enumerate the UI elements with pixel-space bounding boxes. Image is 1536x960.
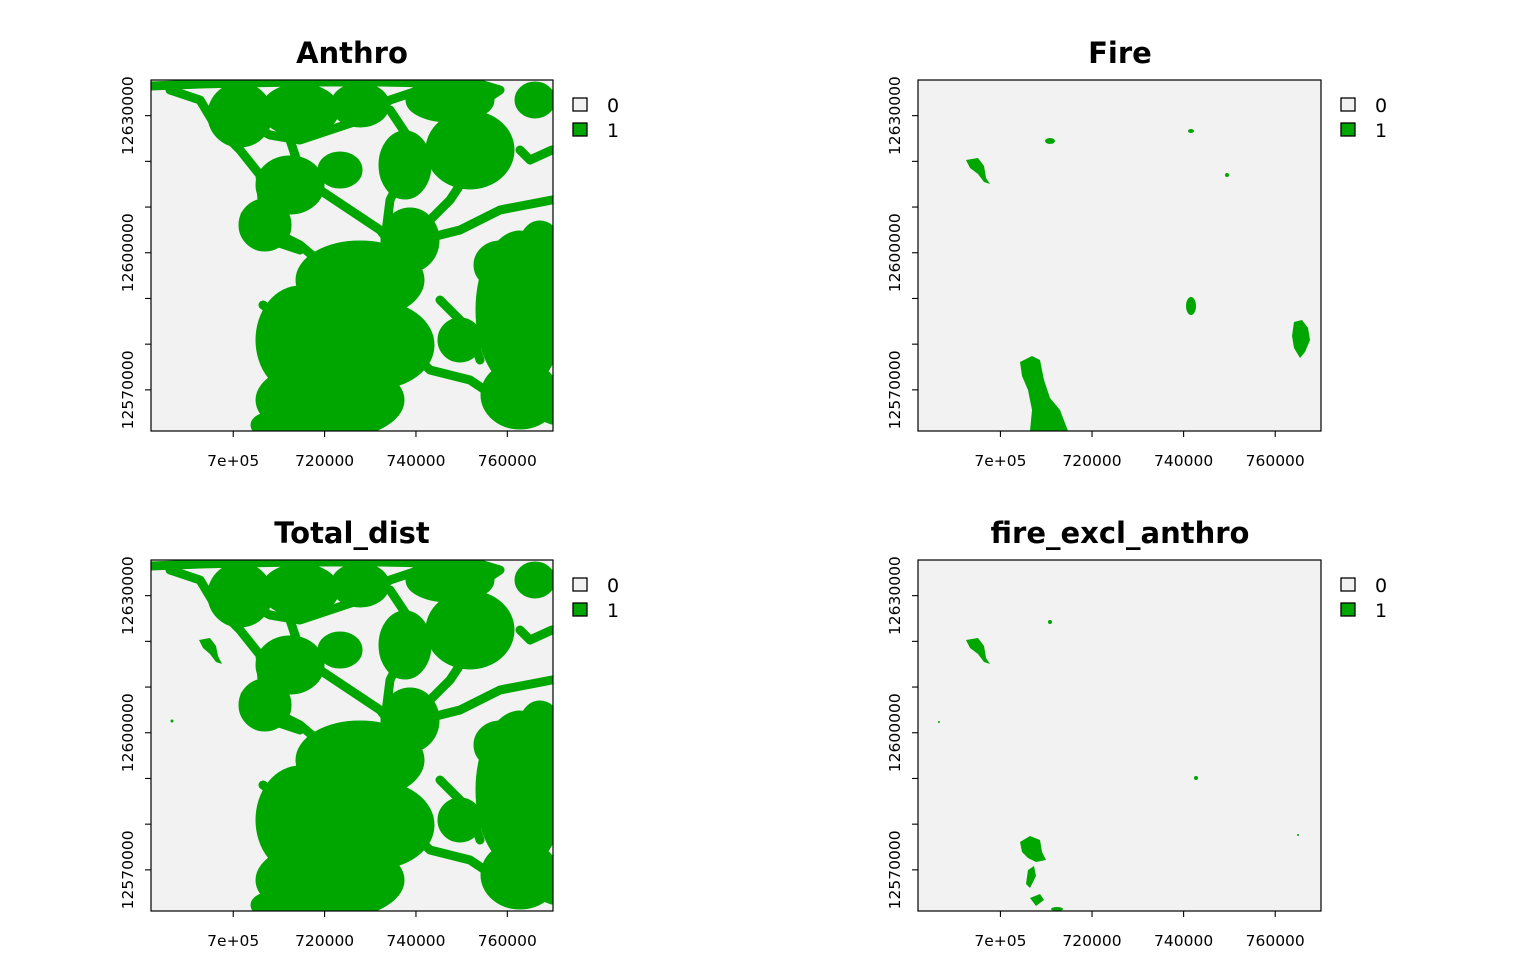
disturbance-layer <box>151 80 553 431</box>
panel-fire-excl-anthro: fire_excl_anthro 7e+05 720000 740000 760000… <box>886 516 1387 950</box>
x-tick-label: 720000 <box>1062 452 1121 470</box>
plot-frame <box>917 559 1322 912</box>
legend-label: 1 <box>607 600 619 622</box>
x-axis: 7e+05 720000 740000 760000 <box>974 431 1305 470</box>
plot-frame <box>150 559 554 912</box>
legend-swatch <box>1340 602 1356 617</box>
y-axis: 12570000 12600000 12630000 <box>119 76 151 429</box>
panel-anthro: Anthro <box>119 36 619 470</box>
legend-label: 1 <box>1375 600 1387 622</box>
legend-label: 1 <box>1375 120 1387 142</box>
x-tick-label: 760000 <box>478 452 537 470</box>
raster-background <box>918 80 1321 431</box>
disturbance-layer <box>151 560 553 911</box>
y-tick-label: 12630000 <box>886 76 904 155</box>
y-tick-label: 12570000 <box>886 830 904 909</box>
x-axis: 7e+05 720000 740000 760000 <box>207 911 537 950</box>
x-tick-label: 720000 <box>1062 932 1121 950</box>
x-tick-label: 720000 <box>295 932 354 950</box>
legend-swatch <box>572 97 588 112</box>
legend: 0 1 <box>572 575 619 622</box>
legend-swatch <box>1340 577 1356 592</box>
panel-title: Fire <box>1088 36 1152 70</box>
legend-swatch <box>572 122 588 137</box>
y-axis: 12570000 12600000 12630000 <box>886 76 918 429</box>
legend-label: 1 <box>607 120 619 142</box>
disturbance-layer <box>938 620 1299 911</box>
legend-label: 0 <box>607 575 619 597</box>
y-tick-label: 12570000 <box>119 350 137 429</box>
plot-frame <box>917 79 1322 432</box>
panel-title: fire_excl_anthro <box>991 516 1250 550</box>
y-tick-label: 12570000 <box>886 350 904 429</box>
y-tick-label: 12570000 <box>119 830 137 909</box>
y-tick-label: 12630000 <box>119 76 137 155</box>
raster-background <box>918 560 1321 911</box>
legend-swatch <box>572 602 588 617</box>
x-tick-label: 740000 <box>1154 932 1213 950</box>
x-axis: 7e+05 720000 740000 760000 <box>974 911 1305 950</box>
legend: 0 1 <box>1340 575 1387 622</box>
x-tick-label: 7e+05 <box>207 452 259 470</box>
disturbance-layer <box>966 129 1310 431</box>
y-axis: 12570000 12600000 12630000 <box>119 556 151 909</box>
y-tick-label: 12630000 <box>119 556 137 635</box>
x-tick-label: 740000 <box>1154 452 1213 470</box>
panel-title: Anthro <box>296 36 408 70</box>
legend-label: 0 <box>607 95 619 117</box>
legend-label: 0 <box>1375 95 1387 117</box>
y-tick-label: 12600000 <box>119 693 137 772</box>
legend: 0 1 <box>1340 95 1387 142</box>
y-axis: 12570000 12600000 12630000 <box>886 556 918 909</box>
x-axis: 7e+05 720000 740000 760000 <box>207 431 537 470</box>
x-tick-label: 760000 <box>478 932 537 950</box>
legend-swatch <box>1340 122 1356 137</box>
x-tick-label: 720000 <box>295 452 354 470</box>
fire-patches <box>170 638 222 723</box>
legend-label: 0 <box>1375 575 1387 597</box>
legend: 0 1 <box>572 95 619 142</box>
y-tick-label: 12600000 <box>119 213 137 292</box>
y-tick-label: 12600000 <box>886 213 904 292</box>
x-tick-label: 7e+05 <box>207 932 259 950</box>
legend-swatch <box>1340 97 1356 112</box>
legend-swatch <box>572 577 588 592</box>
panel-title: Total_dist <box>274 516 430 550</box>
x-tick-label: 760000 <box>1246 932 1305 950</box>
panel-total-dist: Total_dist <box>119 516 619 950</box>
x-tick-label: 7e+05 <box>974 932 1026 950</box>
x-tick-label: 760000 <box>1246 452 1305 470</box>
x-tick-label: 740000 <box>386 932 445 950</box>
plot-frame <box>150 79 554 432</box>
x-tick-label: 740000 <box>386 452 445 470</box>
x-tick-label: 7e+05 <box>974 452 1026 470</box>
panel-fire: Fire 7e+05 720000 740000 760000 12570000 126… <box>886 36 1387 470</box>
y-tick-label: 12600000 <box>886 693 904 772</box>
y-tick-label: 12630000 <box>886 556 904 635</box>
